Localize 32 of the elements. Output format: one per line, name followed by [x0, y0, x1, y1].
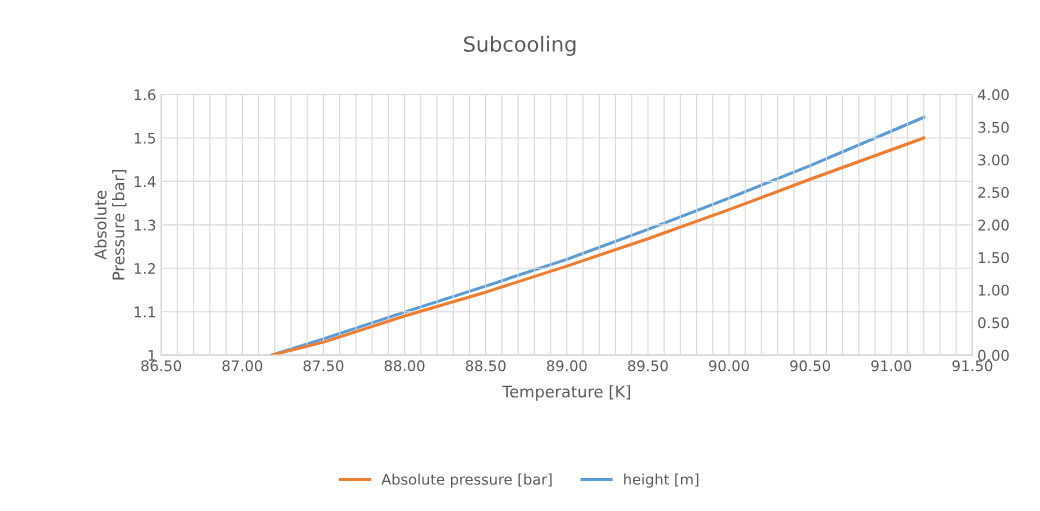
y-tick-label: 1.1 — [134, 306, 155, 318]
x-tick-label: 87.50 — [303, 360, 344, 372]
y2-tick-label: 1.50 — [978, 252, 1009, 264]
y-tick-label: 1.4 — [134, 176, 156, 187]
y-tick-label: 1.5 — [134, 132, 156, 144]
y2-tick-label: 4.00 — [977, 89, 1009, 101]
y2-tick-label: 3.50 — [978, 121, 1009, 133]
x-axis-title: Temperature [K] — [502, 385, 631, 401]
y2-tick-label: 2.00 — [978, 219, 1009, 231]
y2-tick-label: 3.00 — [978, 154, 1009, 166]
y2-tick-label: 0.00 — [978, 349, 1009, 361]
chart-title: Subcooling — [464, 35, 576, 56]
x-tick-label: 89.50 — [628, 360, 668, 372]
y-tick-label: 1.3 — [134, 219, 156, 231]
x-tick-label: 88.50 — [465, 360, 506, 372]
y-axis-title: Absolute Pressure [bar] — [94, 170, 127, 280]
x-tick-label: 86.50 — [141, 360, 182, 372]
legend-label: height [m] — [624, 473, 699, 488]
x-tick-label: 88.00 — [384, 360, 425, 372]
x-tick-label: 91.00 — [871, 360, 912, 372]
y2-tick-label: 2.50 — [978, 186, 1009, 199]
x-tick-label: 90.00 — [709, 360, 749, 372]
x-tick-label: 87.00 — [222, 360, 263, 372]
y-tick-label: 1.2 — [134, 262, 155, 274]
x-tick-label: 90.50 — [790, 360, 831, 372]
x-tick-label: 89.00 — [546, 360, 587, 372]
y2-tick-label: 1.00 — [978, 284, 1009, 296]
y-tick-label: 1 — [148, 350, 155, 361]
legend-label: Absolute pressure [bar] — [381, 473, 552, 488]
y2-tick-label: 0.50 — [978, 317, 1009, 329]
x-tick-label: 91.50 — [952, 360, 993, 372]
y-tick-label: 1.6 — [134, 89, 156, 101]
